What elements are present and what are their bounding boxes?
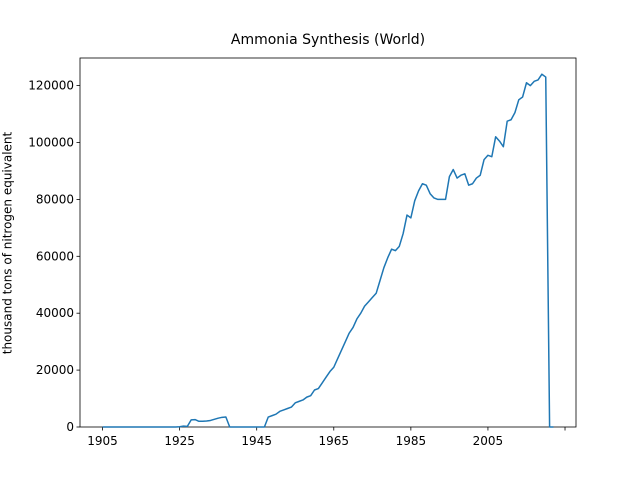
x-tick-label: 1925 [164, 434, 195, 448]
x-tick-label: 1945 [241, 434, 272, 448]
y-axis-label: thousand tons of nitrogen equivalent [1, 131, 15, 354]
y-tick-label: 120000 [28, 79, 74, 93]
y-tick-label: 20000 [36, 363, 74, 377]
x-tick-label: 1965 [319, 434, 350, 448]
x-tick-label: 1905 [87, 434, 118, 448]
y-tick-label: 0 [66, 420, 74, 434]
x-tick-label: 2005 [473, 434, 504, 448]
x-tick-label: 1985 [396, 434, 427, 448]
plot-frame [79, 57, 577, 428]
y-tick-label: 60000 [36, 249, 74, 263]
data-line [102, 73, 554, 428]
chart-title: Ammonia Synthesis (World) [231, 32, 425, 48]
y-tick-label: 100000 [28, 135, 74, 149]
y-tick-label: 80000 [36, 192, 74, 206]
y-tick-label: 40000 [36, 306, 74, 320]
